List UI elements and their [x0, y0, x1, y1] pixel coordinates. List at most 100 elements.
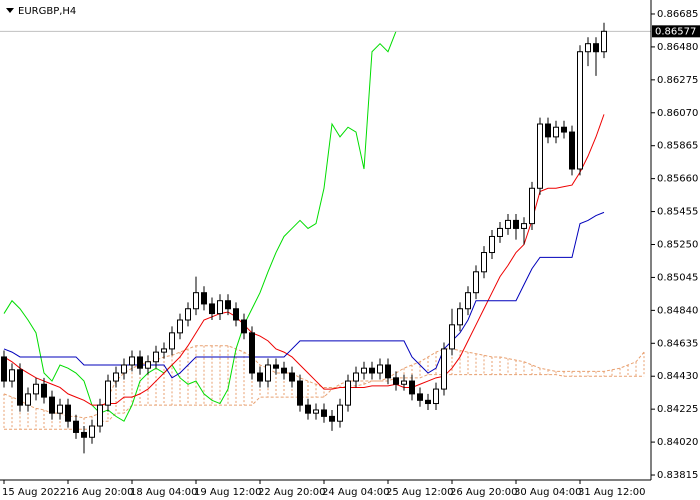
candle-body [249, 332, 255, 374]
candle-body [97, 404, 103, 427]
candle-body [425, 399, 431, 405]
candle-body [89, 425, 95, 438]
y-tick-label: 0.85660 [657, 174, 698, 185]
candle-body [353, 372, 359, 382]
candle-body [361, 367, 367, 374]
x-tick-label: 18 Aug 04:00 [130, 487, 197, 498]
candle-body [137, 356, 143, 369]
candle-body [161, 348, 167, 353]
candle-body [561, 126, 567, 133]
x-tick-label: 25 Aug 12:00 [386, 487, 453, 498]
candle-body [225, 300, 231, 310]
y-tick-label: 0.84840 [657, 305, 698, 316]
indicator-line [3, 31, 397, 422]
candle-body [257, 372, 263, 382]
candle-body [505, 219, 511, 229]
candle-body [369, 367, 375, 374]
candle-body [17, 369, 23, 406]
candle-body [241, 319, 247, 334]
candle-body [65, 404, 71, 422]
symbol-arrow [6, 8, 14, 13]
candle-body [457, 308, 463, 326]
candle-body [273, 364, 279, 369]
candle-body [9, 369, 15, 382]
candle-body [537, 123, 543, 189]
candle-body [233, 308, 239, 321]
y-tick-label: 0.85045 [657, 272, 698, 283]
candle-body [473, 271, 479, 294]
candle-body [81, 431, 87, 438]
candle-body [169, 332, 175, 350]
candle-body [25, 393, 31, 406]
candle-body [465, 292, 471, 310]
candle-body [513, 219, 519, 229]
candle-body [337, 404, 343, 422]
indicator-line [3, 211, 605, 379]
candle-body [201, 292, 207, 305]
candle-body [129, 356, 135, 366]
y-tick-label: 0.85455 [657, 207, 698, 218]
candle-body [265, 364, 271, 382]
x-tick-label: 30 Aug 04:00 [514, 487, 581, 498]
candle-body [481, 252, 487, 273]
candle-body [185, 308, 191, 321]
candle-body [33, 383, 39, 395]
last-price-label: 0.86577 [655, 26, 696, 37]
y-tick-label: 0.85250 [657, 239, 698, 250]
y-tick-label: 0.84225 [657, 404, 698, 415]
candle-body [105, 380, 111, 406]
candle-body [521, 223, 527, 229]
candle-body [553, 126, 559, 138]
indicator-line [3, 114, 605, 406]
x-tick-label: 15 Aug 2022 [2, 487, 66, 498]
x-tick-label: 31 Aug 12:00 [578, 487, 645, 498]
y-tick-label: 0.84635 [657, 338, 698, 349]
candle-body [57, 404, 63, 414]
candle-body [345, 380, 351, 406]
candle-body [433, 388, 439, 405]
y-tick-label: 0.86480 [657, 42, 698, 53]
x-tick-label: 19 Aug 12:00 [194, 487, 261, 498]
candle-body [497, 227, 503, 237]
candle-body [593, 43, 599, 53]
candle-body [321, 409, 327, 417]
x-tick-label: 24 Aug 04:00 [322, 487, 389, 498]
y-tick-label: 0.86685 [657, 9, 698, 20]
candle-body [545, 123, 551, 138]
x-tick-label: 26 Aug 20:00 [450, 487, 517, 498]
candle-body [73, 420, 79, 433]
candle-body [601, 30, 607, 53]
candle-body [529, 187, 535, 225]
candle-body [489, 235, 495, 254]
candle-body [281, 367, 287, 374]
candle-body [585, 43, 591, 53]
candle-body [49, 396, 55, 414]
candle-body [441, 348, 447, 390]
candle-body [377, 364, 383, 374]
candle-body [121, 364, 127, 374]
candle-body [313, 409, 319, 414]
candle-body [393, 377, 399, 385]
y-tick-label: 0.84430 [657, 371, 698, 382]
candle-body [305, 404, 311, 414]
candle-body [113, 372, 119, 382]
candle-body [449, 324, 455, 350]
y-tick-label: 0.86275 [657, 75, 698, 86]
candle-body [209, 303, 215, 315]
candle-body [193, 292, 199, 310]
candle-body [41, 383, 47, 398]
candle-body [177, 319, 183, 334]
candle-body [289, 372, 295, 382]
y-tick-label: 0.83815 [657, 470, 698, 481]
candle-body [153, 351, 159, 363]
candle-body [401, 380, 407, 385]
candle-body [217, 300, 223, 315]
candle-body [1, 356, 7, 382]
candle-body [569, 131, 575, 170]
symbol-label: EURGBP,H4 [18, 6, 76, 17]
x-tick-label: 16 Aug 20:00 [66, 487, 133, 498]
candle-body [417, 393, 423, 401]
